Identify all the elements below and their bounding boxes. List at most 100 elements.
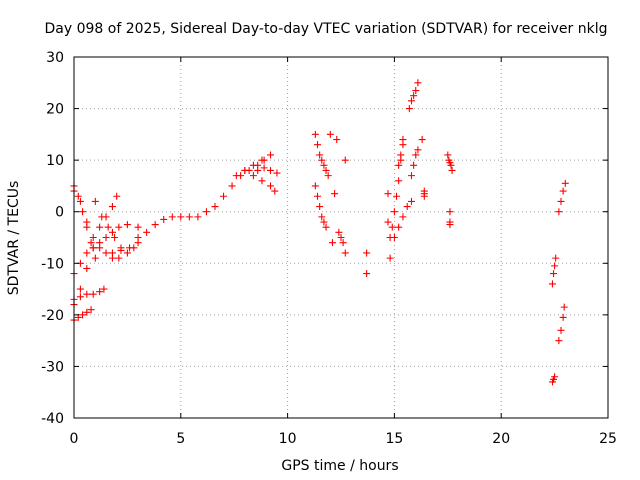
data-point xyxy=(405,105,413,113)
data-point xyxy=(260,164,268,172)
data-point xyxy=(446,221,454,229)
data-point xyxy=(108,228,116,236)
series-track-c-falling xyxy=(70,187,123,262)
data-point xyxy=(551,262,559,270)
series-arc-8 xyxy=(407,146,422,180)
series-arc-13 xyxy=(548,373,559,386)
data-point xyxy=(91,197,99,205)
data-point xyxy=(316,151,324,159)
data-point xyxy=(89,244,97,252)
data-point xyxy=(258,156,266,164)
data-point xyxy=(390,234,398,241)
data-point xyxy=(557,197,565,205)
data-point xyxy=(311,130,319,138)
data-point xyxy=(134,239,142,247)
series-sparse-4 xyxy=(446,208,454,229)
data-point xyxy=(403,203,411,211)
data-point xyxy=(96,244,104,252)
y-tick-label: 20 xyxy=(46,102,64,118)
data-point xyxy=(363,270,371,278)
series-track-b xyxy=(70,221,142,278)
y-tick-label: -30 xyxy=(41,359,64,375)
data-point xyxy=(89,290,97,298)
data-point xyxy=(555,337,563,345)
data-point xyxy=(76,285,84,293)
data-point xyxy=(83,290,91,298)
series-arc-1 xyxy=(311,130,332,180)
series-sparse-2 xyxy=(363,190,394,278)
data-point xyxy=(211,203,219,211)
data-point xyxy=(104,223,112,231)
data-point xyxy=(115,223,123,231)
data-point xyxy=(314,192,322,200)
y-tick-labels: -40 -30 -20 -10 0 10 20 30 xyxy=(41,50,64,427)
data-point xyxy=(550,270,558,278)
data-point xyxy=(160,215,168,223)
data-point xyxy=(339,239,347,247)
data-point xyxy=(384,218,392,226)
y-tick-label: -40 xyxy=(41,411,64,427)
data-point xyxy=(412,151,420,159)
chart-title: Day 098 of 2025, Sidereal Day-to-day VTE… xyxy=(45,21,608,37)
data-point xyxy=(311,182,319,190)
data-point xyxy=(83,223,91,231)
data-point xyxy=(241,166,249,174)
data-point xyxy=(220,192,228,200)
data-point xyxy=(395,223,403,231)
x-tick-label: 5 xyxy=(176,431,185,447)
data-point xyxy=(267,182,275,190)
x-tick-label: 0 xyxy=(70,431,79,447)
data-point xyxy=(74,192,82,200)
series-arc-5 xyxy=(390,197,415,241)
data-point xyxy=(363,249,371,257)
y-axis-label: SDTVAR / TECUs xyxy=(6,181,22,296)
data-point xyxy=(76,293,84,301)
data-point xyxy=(123,221,131,229)
x-tick-labels: 0 5 10 15 20 25 xyxy=(70,431,617,447)
data-point xyxy=(314,141,322,149)
data-point xyxy=(87,306,95,314)
data-point xyxy=(98,213,106,221)
data-point xyxy=(89,234,97,241)
data-point xyxy=(258,177,266,185)
data-point xyxy=(271,187,279,195)
data-point xyxy=(87,239,95,247)
series-arc-4 xyxy=(386,136,407,241)
series-arc-3 xyxy=(335,228,349,257)
data-point xyxy=(322,223,330,231)
series-late-branch-b xyxy=(241,166,279,195)
data-point xyxy=(390,208,398,216)
data-point xyxy=(561,179,569,187)
data-point xyxy=(96,288,104,296)
data-point xyxy=(79,208,87,216)
data-point xyxy=(185,213,193,221)
data-point xyxy=(249,161,257,169)
series-arc-12 xyxy=(555,303,568,345)
data-point xyxy=(108,203,116,211)
y-tick-label: 30 xyxy=(46,50,64,66)
data-point xyxy=(143,228,151,236)
data-point xyxy=(335,228,343,236)
data-point xyxy=(412,87,420,95)
data-point xyxy=(91,254,99,262)
data-point xyxy=(168,213,176,221)
x-tick-label: 10 xyxy=(279,431,297,447)
data-point xyxy=(447,161,455,169)
data-point xyxy=(83,264,91,272)
data-point xyxy=(194,213,202,221)
y-tick-label: -20 xyxy=(41,308,64,324)
data-point xyxy=(407,172,415,180)
data-point xyxy=(386,254,394,262)
data-point xyxy=(407,197,415,205)
data-point xyxy=(341,156,349,164)
data-point xyxy=(399,213,407,221)
data-point xyxy=(79,311,87,319)
data-point xyxy=(414,146,422,154)
data-point xyxy=(177,213,185,221)
series-arc-7 xyxy=(405,79,422,113)
data-point xyxy=(397,151,405,159)
x-tick-label: 25 xyxy=(599,431,617,447)
data-point xyxy=(228,182,236,190)
x-axis-label: GPS time / hours xyxy=(281,458,398,474)
